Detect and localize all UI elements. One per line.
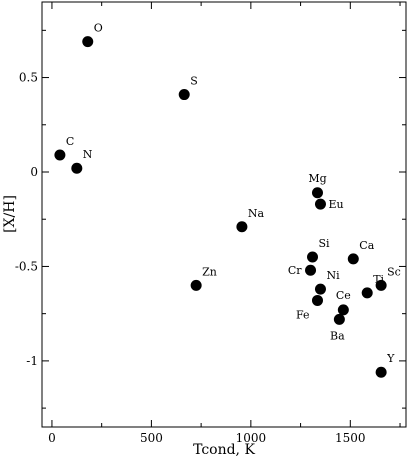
y-tick-label: 0.5 (19, 71, 38, 85)
data-point-ca (347, 253, 359, 265)
point-label-ni: Ni (326, 269, 340, 282)
x-tick-label: 1500 (335, 431, 366, 445)
point-label-si: Si (319, 237, 331, 250)
data-point-na (236, 221, 248, 233)
data-point-n (71, 162, 83, 174)
point-label-ba: Ba (330, 329, 345, 342)
data-point-ba (333, 313, 345, 325)
data-point-ce (337, 304, 349, 316)
data-point-ni (314, 283, 326, 295)
y-axis-title: [X/H] (2, 195, 18, 233)
point-label-ca: Ca (359, 239, 374, 252)
y-tick-label: 0 (30, 165, 38, 179)
data-point-c (54, 149, 66, 161)
point-label-s: S (190, 75, 198, 88)
data-point-o (82, 36, 94, 48)
y-tick-label: -0.5 (15, 259, 38, 273)
data-point-fe (311, 294, 323, 306)
point-label-y: Y (386, 352, 395, 365)
x-axis-title: Tcond, K (193, 442, 255, 458)
data-point-ti (361, 287, 373, 299)
data-point-eu (314, 198, 326, 210)
plot-frame (41, 1, 407, 428)
point-label-ti: Ti (373, 273, 384, 286)
data-point-si (307, 251, 319, 263)
x-tick-label: 500 (140, 431, 163, 445)
point-label-cr: Cr (288, 264, 302, 277)
x-axis-ticks: 0 500 1000 1500 (48, 2, 401, 445)
point-label-n: N (83, 148, 93, 161)
x-tick-label: 1000 (236, 431, 267, 445)
point-label-na: Na (248, 207, 265, 220)
data-point-cr (305, 264, 317, 276)
data-point-zn (190, 279, 202, 291)
point-label-zn: Zn (202, 265, 217, 278)
y-tick-label: -1 (26, 354, 38, 368)
point-label-c: C (66, 135, 74, 148)
data-point-y (375, 366, 387, 378)
y-axis-ticks: -1 -0.5 0 0.5 (15, 29, 406, 409)
point-label-o: O (94, 22, 103, 35)
point-label-eu: Eu (328, 198, 343, 211)
point-label-sc: Sc (387, 265, 401, 278)
data-point-mg (311, 187, 323, 199)
data-point-s (178, 89, 190, 101)
point-label-ce: Ce (336, 289, 351, 302)
data-point-sc (375, 279, 387, 291)
point-label-fe: Fe (296, 308, 310, 321)
x-tick-label: 0 (48, 431, 56, 445)
point-label-mg: Mg (308, 172, 326, 185)
